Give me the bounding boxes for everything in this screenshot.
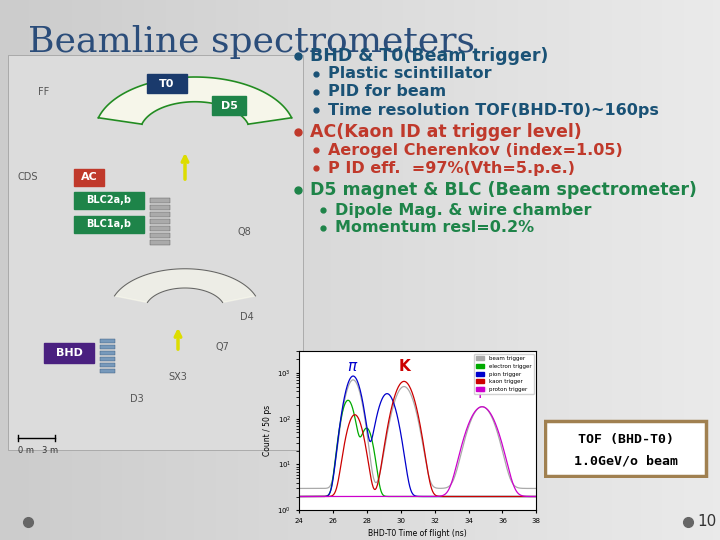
Text: D5: D5: [220, 101, 238, 111]
Text: $\pi$: $\pi$: [348, 359, 359, 374]
Bar: [150, 226, 170, 231]
Text: P: P: [477, 386, 487, 401]
Text: AC: AC: [81, 172, 97, 182]
Bar: [8, 55, 303, 450]
Text: D3: D3: [130, 394, 144, 404]
Text: Time resolution TOF(BHD-T0)~160ps: Time resolution TOF(BHD-T0)~160ps: [328, 103, 659, 118]
Bar: [100, 369, 115, 373]
FancyBboxPatch shape: [212, 96, 246, 115]
Bar: [150, 219, 170, 224]
Bar: [150, 198, 170, 203]
Y-axis label: Count / 50 ps: Count / 50 ps: [263, 405, 271, 456]
Text: CDS: CDS: [18, 172, 38, 182]
FancyBboxPatch shape: [44, 343, 94, 363]
Text: BHD & T0(Beam trigger): BHD & T0(Beam trigger): [310, 47, 549, 65]
X-axis label: BHD-T0 Time of flight (ns): BHD-T0 Time of flight (ns): [368, 530, 467, 538]
Text: Aerogel Cherenkov (index=1.05): Aerogel Cherenkov (index=1.05): [328, 143, 623, 158]
Text: D4: D4: [240, 312, 253, 322]
Text: FF: FF: [38, 87, 49, 97]
Bar: [150, 205, 170, 210]
Text: Plastic scintillator: Plastic scintillator: [328, 66, 492, 82]
Text: SX3: SX3: [168, 372, 187, 382]
Bar: [150, 212, 170, 217]
Text: Beamline spectrometers: Beamline spectrometers: [28, 25, 475, 59]
Text: Q8: Q8: [237, 227, 251, 237]
Legend: beam trigger, electron trigger, pion trigger, kaon trigger, proton trigger: beam trigger, electron trigger, pion tri…: [474, 354, 534, 394]
Bar: [100, 357, 115, 361]
Text: 1.0GeV/o beam: 1.0GeV/o beam: [575, 455, 678, 468]
Bar: [100, 351, 115, 355]
Bar: [100, 363, 115, 367]
Text: BLC2a,b: BLC2a,b: [86, 195, 132, 205]
Text: K: K: [398, 359, 410, 374]
FancyBboxPatch shape: [545, 421, 706, 476]
FancyBboxPatch shape: [147, 74, 187, 93]
Text: Q7: Q7: [215, 342, 229, 352]
Text: 3 m: 3 m: [42, 446, 58, 455]
Text: BLC1a,b: BLC1a,b: [86, 219, 132, 229]
Text: Dipole Mag. & wire chamber: Dipole Mag. & wire chamber: [335, 202, 592, 218]
FancyBboxPatch shape: [74, 216, 144, 233]
Bar: [100, 339, 115, 343]
FancyBboxPatch shape: [74, 192, 144, 209]
Bar: [150, 240, 170, 245]
Text: BHD: BHD: [55, 348, 82, 358]
Text: Momentum resl=0.2%: Momentum resl=0.2%: [335, 220, 534, 235]
Text: 0 m: 0 m: [18, 446, 34, 455]
Polygon shape: [99, 77, 292, 124]
Text: P ID eff.  =97%(Vth=5.p.e.): P ID eff. =97%(Vth=5.p.e.): [328, 160, 575, 176]
Text: TOF (BHD-T0): TOF (BHD-T0): [578, 433, 675, 446]
Bar: [100, 345, 115, 349]
Text: PID for beam: PID for beam: [328, 84, 446, 99]
Text: D5 magnet & BLC (Beam spectrometer): D5 magnet & BLC (Beam spectrometer): [310, 181, 697, 199]
Polygon shape: [114, 269, 256, 302]
FancyBboxPatch shape: [74, 169, 104, 186]
Text: 10: 10: [697, 515, 716, 530]
Text: T0: T0: [159, 79, 175, 89]
Bar: [150, 233, 170, 238]
Text: AC(Kaon ID at trigger level): AC(Kaon ID at trigger level): [310, 123, 582, 141]
